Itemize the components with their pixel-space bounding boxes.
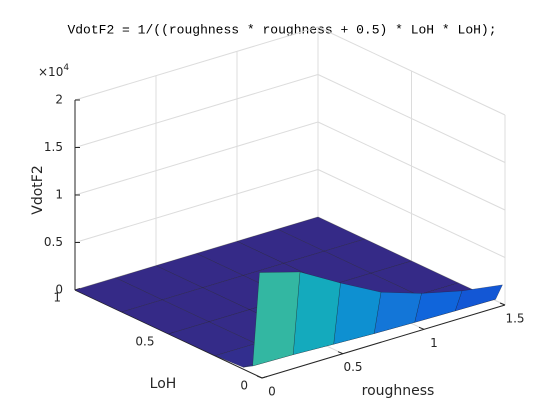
x-tick (499, 302, 506, 306)
grid-line (317, 26, 506, 116)
z-exponent-power: 4 (63, 63, 69, 73)
grid-line (74, 121, 319, 196)
y-tick-label: 1 (53, 291, 61, 305)
grid-line (317, 121, 506, 211)
y-tick (261, 376, 268, 379)
z-tick-label: 1 (55, 188, 63, 202)
x-tick (418, 326, 425, 330)
x-tick (256, 375, 263, 379)
grid-line (74, 169, 319, 243)
x-tick-label: 1.5 (505, 312, 524, 326)
grid-line (74, 26, 319, 101)
surface-patch (252, 271, 301, 367)
grid-line (317, 169, 506, 258)
x-tick-label: 0.5 (343, 360, 362, 374)
z-tick-label: 0 (55, 283, 63, 297)
x-tick (337, 351, 344, 355)
x-tick-label: 1 (430, 336, 438, 350)
y-axis-label: LoH (150, 376, 177, 392)
grid-line (317, 74, 506, 163)
x-tick-label: 0 (268, 385, 276, 399)
z-exponent: ×104 (38, 63, 69, 79)
x-axis (261, 304, 506, 379)
y-tick-label: 0.5 (135, 335, 154, 349)
z-axis-label: VdotF2 (30, 165, 46, 214)
chart-title: VdotF2 = 1/((roughness * roughness + 0.5… (67, 22, 496, 37)
z-tick-label: 2 (55, 93, 63, 107)
grid-line (74, 74, 319, 148)
y-tick-label: 0 (240, 379, 248, 393)
z-tick-label: 1.5 (44, 140, 63, 154)
z-exponent-base: ×10 (38, 65, 63, 79)
surface-patch (292, 271, 341, 355)
x-axis-label: roughness (362, 383, 435, 399)
z-tick-label: 0.5 (44, 235, 63, 249)
